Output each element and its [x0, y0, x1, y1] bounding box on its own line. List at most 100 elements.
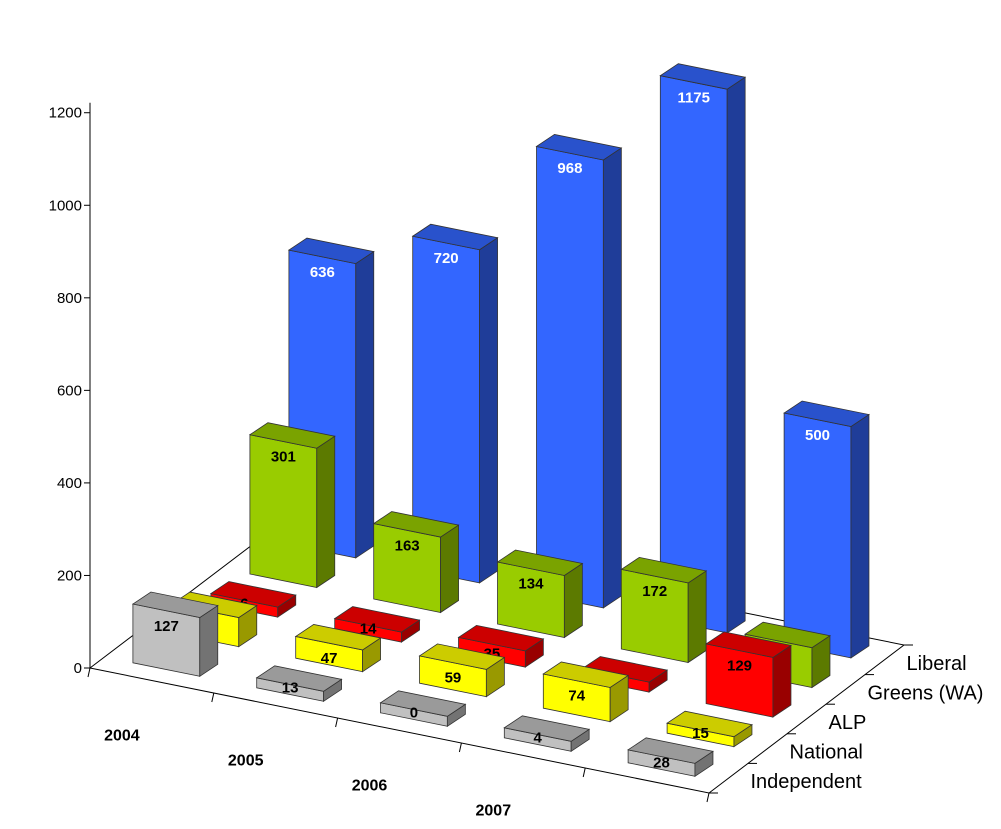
bar-side-face — [772, 644, 792, 718]
series-label-greens-wa: Greens (WA) — [868, 682, 984, 704]
bar-liberal-2005: 720 — [411, 223, 499, 584]
bar-national-2008: 15 — [666, 710, 753, 748]
bar-national-2007: 74 — [542, 661, 630, 723]
bar-national-2006: 59 — [418, 643, 506, 698]
data-label-independent-2006: 0 — [410, 705, 418, 722]
bar-side-face — [563, 562, 583, 639]
y-tick-label: 1200 — [49, 105, 82, 122]
bar-top-face — [418, 643, 506, 670]
data-label-national-2007: 74 — [568, 688, 585, 705]
x-tick-label-2008: 2008 — [599, 828, 635, 829]
bar-top-face — [248, 422, 336, 449]
bar-top-face — [496, 549, 584, 576]
x-tick-mark — [211, 692, 215, 703]
bar-greens-wa-2004: 301 — [248, 422, 336, 589]
y-axis-ticks: 0 200 400 600 800 1000 1200 — [49, 105, 90, 677]
data-label-greens-wa-2006: 134 — [518, 576, 544, 593]
x-tick-label-2005: 2005 — [228, 753, 264, 770]
x-axis-labels: 2004 2005 2006 2007 2008 — [87, 667, 710, 829]
bar-independent-2006: 0 — [379, 690, 467, 728]
bar-liberal-2007: 1175 — [659, 63, 747, 634]
bar-side-face — [440, 524, 459, 614]
data-label-liberal-2007: 1175 — [677, 89, 710, 106]
bar-greens-wa-2006: 134 — [496, 549, 584, 639]
data-label-national-2006: 59 — [445, 670, 462, 687]
y-tick-label: 200 — [57, 567, 82, 584]
x-tick-mark — [706, 792, 710, 803]
series-label-alp: ALP — [829, 712, 867, 734]
bar-side-face — [355, 250, 375, 559]
x-tick-label-2004: 2004 — [104, 728, 140, 745]
bar-side-face — [479, 236, 498, 584]
bar-side-face — [726, 76, 746, 634]
bar-liberal-2008: 500 — [783, 400, 870, 659]
data-label-liberal-2005: 720 — [434, 250, 459, 267]
bar-top-face — [535, 134, 623, 161]
bar-independent-2008: 28 — [627, 737, 714, 778]
series-label-liberal: Liberal — [907, 653, 967, 675]
data-label-greens-wa-2005: 163 — [395, 537, 420, 554]
data-label-liberal-2004: 636 — [310, 264, 335, 281]
series-label-national: National — [790, 742, 863, 764]
bar-top-face — [379, 690, 467, 717]
bar-top-face — [372, 511, 460, 538]
bar-top-face — [659, 63, 747, 90]
y-tick-label: 800 — [57, 290, 82, 307]
bar-front-face — [536, 145, 604, 609]
bar-top-face — [411, 223, 499, 251]
bar-side-face — [316, 435, 336, 589]
bar-top-face — [131, 591, 219, 618]
bar-top-face — [627, 737, 714, 764]
y-tick-label: 400 — [57, 475, 82, 492]
bar-national-2005: 47 — [294, 624, 382, 673]
x-tick-label-2007: 2007 — [476, 803, 512, 820]
bar-side-face — [602, 147, 622, 609]
bars: 6367209681175500301163134172866143518129… — [131, 63, 870, 778]
bar-alp-2008: 129 — [705, 631, 792, 718]
bar-top-face — [503, 715, 591, 742]
bar-greens-wa-2005: 163 — [372, 511, 460, 614]
data-label-greens-wa-2004: 301 — [271, 448, 296, 465]
bar-top-face — [620, 556, 708, 584]
y-tick-label: 1000 — [49, 197, 82, 214]
data-label-liberal-2006: 968 — [557, 160, 582, 177]
bar-top-face — [333, 606, 421, 633]
series-label-independent: Independent — [751, 771, 863, 793]
data-label-national-2005: 47 — [321, 650, 338, 667]
bar-top-face — [457, 624, 545, 652]
data-label-independent-2004: 127 — [154, 618, 179, 635]
x-tick-mark — [335, 717, 339, 728]
bar-top-face — [294, 624, 382, 651]
y-tick-label: 600 — [57, 382, 82, 399]
data-label-greens-wa-2007: 172 — [642, 583, 667, 600]
bar-top-face — [783, 400, 870, 427]
data-label-alp-2005: 14 — [360, 620, 377, 637]
data-label-independent-2008: 28 — [653, 755, 670, 772]
x-tick-label-2006: 2006 — [352, 778, 388, 795]
bar-top-face — [744, 621, 831, 649]
data-label-liberal-2008: 500 — [805, 427, 830, 444]
bar-greens-wa-2007: 172 — [620, 556, 708, 664]
bar-side-face — [850, 413, 870, 659]
data-label-alp-2008: 129 — [727, 658, 752, 675]
data-label-national-2008: 15 — [692, 725, 709, 742]
x-tick-mark — [582, 767, 586, 778]
data-label-independent-2007: 4 — [534, 730, 543, 747]
bar-top-face — [209, 581, 297, 608]
x-tick-mark — [87, 667, 91, 678]
bar-top-face — [666, 710, 753, 738]
bar-top-face — [287, 237, 375, 265]
y-tick-label: 0 — [74, 660, 82, 677]
bar-top-face — [542, 661, 630, 688]
data-label-independent-2005: 13 — [282, 680, 299, 697]
bar-independent-2004: 127 — [131, 591, 219, 678]
x-tick-mark — [458, 742, 462, 753]
bar-top-face — [705, 631, 792, 658]
bar-top-face — [255, 665, 343, 692]
bar-independent-2007: 4 — [503, 715, 591, 753]
bar-liberal-2006: 968 — [535, 134, 623, 609]
bar-front-face — [659, 75, 728, 634]
bar-front-face — [783, 412, 852, 659]
